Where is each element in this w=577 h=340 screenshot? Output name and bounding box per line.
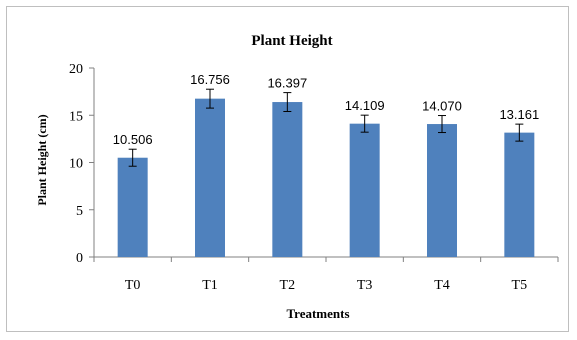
data-label: 16.756 [190,72,230,87]
x-tick-label: T1 [202,278,218,293]
y-tick-label: 0 [76,251,83,266]
x-tick-label: T0 [125,278,141,293]
chart-title: Plant Height [251,33,332,49]
data-label: 14.070 [422,99,462,114]
y-tick-label: 10 [69,157,83,172]
y-tick-label: 15 [69,109,83,124]
y-axis-label: Plant Height (cm) [35,114,49,205]
data-label: 13.161 [499,107,539,122]
x-tick-label: T2 [280,278,296,293]
x-axis-label: Treatments [286,306,349,321]
x-tick-label: T5 [512,278,528,293]
y-tick-label: 20 [69,62,83,77]
bar-t5 [504,132,535,257]
x-tick-label: T3 [357,278,373,293]
bar-t1 [195,98,225,258]
bar-t4 [427,124,457,257]
data-label: 14.109 [345,98,385,113]
data-label: 10.506 [113,132,153,147]
bar-t3 [349,123,380,257]
bar-t2 [272,102,303,258]
bar-t0 [117,157,148,257]
x-tick-label: T4 [434,278,450,293]
y-tick-label: 5 [76,204,83,219]
data-label: 16.397 [267,76,307,91]
